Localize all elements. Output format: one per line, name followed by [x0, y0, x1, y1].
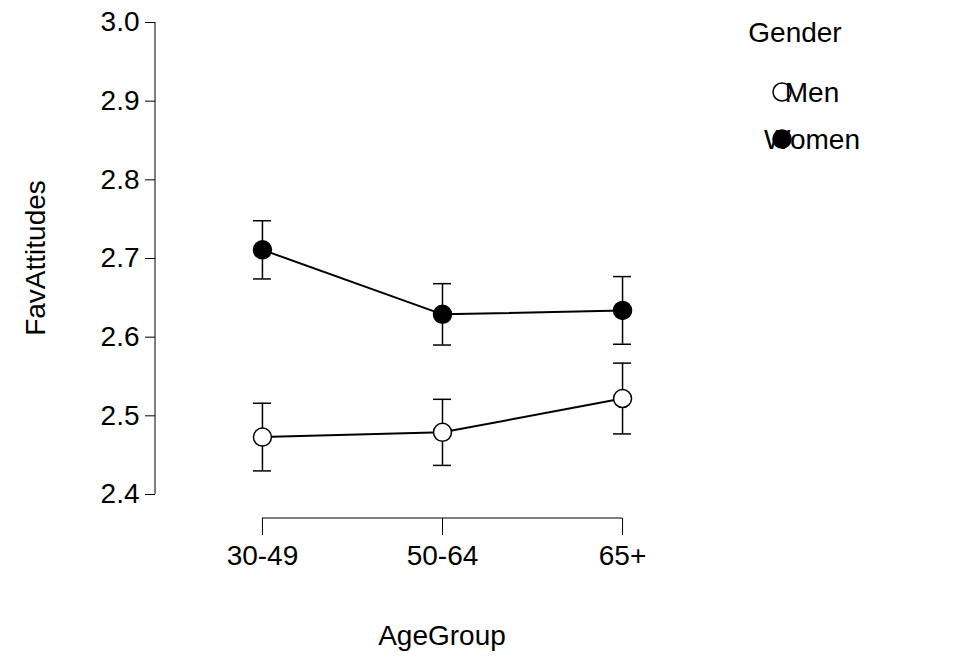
svg-text:Women: Women: [764, 124, 860, 155]
svg-text:Men: Men: [785, 77, 839, 108]
svg-text:Gender: Gender: [748, 17, 841, 48]
svg-text:2.8: 2.8: [101, 164, 140, 195]
svg-text:2.9: 2.9: [101, 85, 140, 116]
svg-text:65+: 65+: [599, 540, 647, 571]
svg-text:2.7: 2.7: [101, 242, 140, 273]
svg-text:2.6: 2.6: [101, 321, 140, 352]
svg-text:2.4: 2.4: [101, 478, 140, 509]
svg-text:FavAttitudes: FavAttitudes: [20, 180, 51, 336]
svg-text:30-49: 30-49: [227, 540, 299, 571]
svg-text:50-64: 50-64: [407, 540, 479, 571]
svg-text:AgeGroup: AgeGroup: [378, 620, 506, 651]
svg-text:2.5: 2.5: [101, 400, 140, 431]
svg-text:3.0: 3.0: [101, 6, 140, 37]
